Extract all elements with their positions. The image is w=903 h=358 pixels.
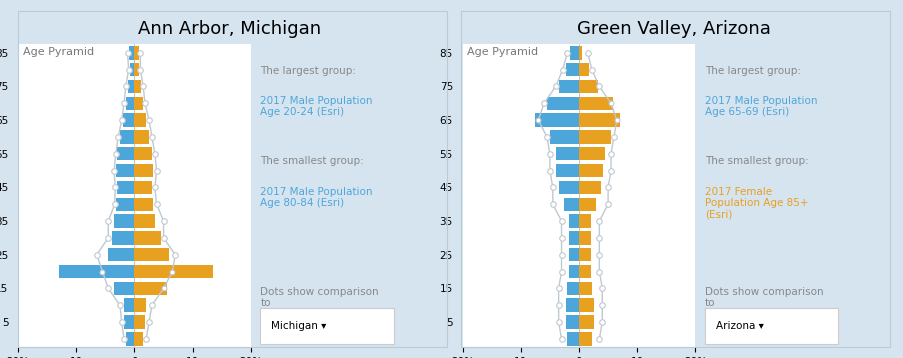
Bar xyxy=(135,248,169,261)
Bar xyxy=(578,164,603,177)
Bar xyxy=(135,164,153,177)
Bar xyxy=(578,315,593,329)
Bar xyxy=(135,231,161,245)
Bar xyxy=(126,332,135,345)
Bar xyxy=(116,181,135,194)
Bar xyxy=(558,181,578,194)
Bar xyxy=(116,198,135,211)
Bar xyxy=(135,332,143,345)
Bar xyxy=(565,315,578,329)
Bar xyxy=(135,130,149,144)
Bar xyxy=(135,315,144,329)
Text: Age Pyramid: Age Pyramid xyxy=(23,47,94,57)
Bar xyxy=(135,113,146,127)
Bar xyxy=(578,299,593,312)
Bar xyxy=(578,214,590,228)
Text: Dots show comparison
to: Dots show comparison to xyxy=(260,287,378,308)
Bar xyxy=(578,130,610,144)
Text: Green Valley, Arizona: Green Valley, Arizona xyxy=(577,20,770,38)
Bar xyxy=(568,248,578,261)
Bar xyxy=(558,80,578,93)
Bar xyxy=(578,181,600,194)
Bar xyxy=(135,97,143,110)
Bar xyxy=(135,80,142,93)
Bar xyxy=(128,46,135,59)
Text: The smallest group:: The smallest group: xyxy=(260,156,364,166)
Bar xyxy=(578,198,596,211)
Text: 2017 Male Population
Age 80-84 (Esri): 2017 Male Population Age 80-84 (Esri) xyxy=(260,187,373,208)
Bar xyxy=(130,63,135,76)
Text: The smallest group:: The smallest group: xyxy=(704,156,808,166)
Bar xyxy=(578,97,612,110)
Bar xyxy=(135,214,154,228)
Bar xyxy=(568,214,578,228)
Bar xyxy=(135,147,152,160)
Text: The largest group:: The largest group: xyxy=(260,66,356,76)
Text: 2017 Female
Population Age 85+
(Esri): 2017 Female Population Age 85+ (Esri) xyxy=(704,187,807,220)
Text: 2017 Male Population
Age 20-24 (Esri): 2017 Male Population Age 20-24 (Esri) xyxy=(260,96,373,117)
Bar xyxy=(578,63,589,76)
Bar xyxy=(578,46,582,59)
Text: Ann Arbor, Michigan: Ann Arbor, Michigan xyxy=(138,20,321,38)
Text: The largest group:: The largest group: xyxy=(704,66,800,76)
Bar xyxy=(565,63,578,76)
Bar xyxy=(563,198,578,211)
Bar xyxy=(567,332,578,345)
Bar xyxy=(565,299,578,312)
Bar xyxy=(546,97,578,110)
Bar xyxy=(116,164,135,177)
Bar xyxy=(567,282,578,295)
Bar xyxy=(555,164,578,177)
Bar xyxy=(135,198,153,211)
Bar xyxy=(114,282,135,295)
Bar xyxy=(549,130,578,144)
Bar xyxy=(578,147,604,160)
Bar xyxy=(578,80,597,93)
Bar xyxy=(578,332,591,345)
Bar xyxy=(127,80,135,93)
Bar xyxy=(578,113,619,127)
Bar xyxy=(578,265,590,278)
Bar xyxy=(108,248,135,261)
Bar xyxy=(578,231,590,245)
Bar xyxy=(59,265,135,278)
Bar xyxy=(555,147,578,160)
Bar xyxy=(568,231,578,245)
Bar xyxy=(135,46,139,59)
Bar xyxy=(120,130,135,144)
Text: Age Pyramid: Age Pyramid xyxy=(467,47,538,57)
Bar xyxy=(112,231,135,245)
Bar xyxy=(135,265,213,278)
Text: Dots show comparison
to: Dots show comparison to xyxy=(704,287,823,308)
Bar xyxy=(568,265,578,278)
Bar xyxy=(135,63,139,76)
Bar xyxy=(123,113,135,127)
Bar xyxy=(124,315,135,329)
Bar xyxy=(135,282,166,295)
Bar xyxy=(535,113,578,127)
Bar xyxy=(114,214,135,228)
Bar xyxy=(135,181,152,194)
Bar xyxy=(135,299,146,312)
Bar xyxy=(124,299,135,312)
Bar xyxy=(570,46,578,59)
Text: 2017 Male Population
Age 65-69 (Esri): 2017 Male Population Age 65-69 (Esri) xyxy=(704,96,816,117)
Bar xyxy=(578,248,590,261)
Bar xyxy=(126,97,135,110)
Bar xyxy=(578,282,591,295)
Bar xyxy=(116,147,135,160)
